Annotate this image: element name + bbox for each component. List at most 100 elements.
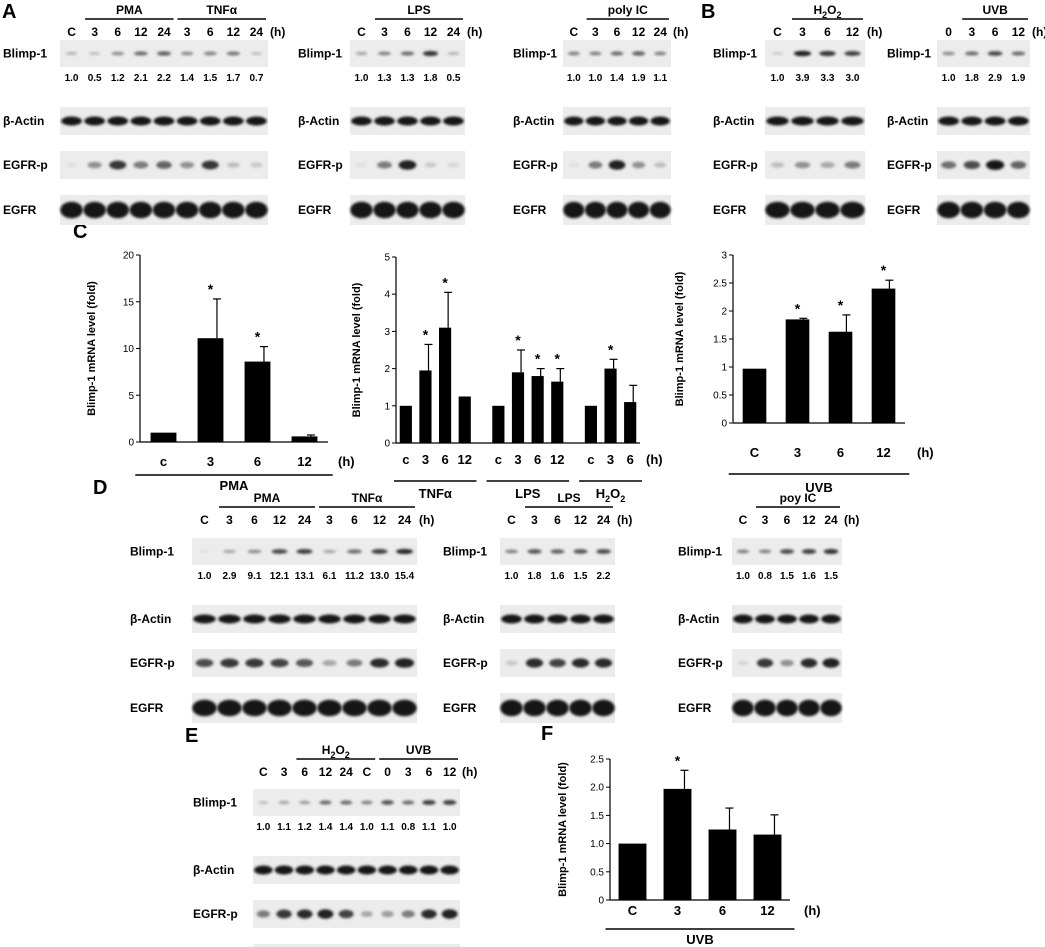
- bar: [708, 829, 737, 900]
- bar: [399, 405, 412, 443]
- blot-row-egfrp: EGFR-p: [443, 649, 615, 677]
- blot-band: [632, 51, 646, 56]
- lane-label: C: [67, 25, 76, 39]
- blot-row-blimp: Blimp-1 1.0 1.1 1.2 1.4 1.4 1.0 1.1 0.8 1.1 1.0: [193, 789, 460, 833]
- blot-band: [765, 201, 790, 219]
- blot-band: [593, 614, 614, 624]
- lane-label: 24: [398, 513, 412, 527]
- group-label: LPS: [486, 480, 570, 501]
- blot-band: [649, 201, 671, 219]
- blot-band: [607, 116, 627, 126]
- quantification-value: 0.8: [401, 822, 415, 833]
- blot-band: [754, 699, 776, 717]
- quantification-value: 1.0: [443, 822, 457, 833]
- blot-row-egfrp: EGFR-p: [713, 151, 865, 179]
- quantification-value: 2.9: [988, 73, 1002, 84]
- blot-row-egfr: EGFR: [887, 195, 1030, 225]
- significance-star: *: [208, 281, 214, 297]
- blot-band: [563, 201, 585, 219]
- bar: [291, 436, 318, 442]
- blot-row-egfr: EGFR: [130, 693, 417, 723]
- blot-band: [371, 549, 388, 554]
- blot-row-blimp: Blimp-1 1.0 0.5 1.2 2.1 2.2 1.4 1.5 1.7 0.7: [3, 40, 268, 84]
- lane-label: C: [200, 513, 209, 527]
- blot-band: [628, 116, 649, 126]
- hours-unit: (h): [467, 25, 482, 39]
- bar: [531, 376, 544, 443]
- treatment-group: poly IC: [586, 3, 669, 20]
- lane-label: 24: [298, 513, 312, 527]
- protein-label: Blimp-1: [678, 545, 722, 559]
- blot-band: [267, 699, 292, 717]
- blot-band: [547, 614, 568, 624]
- blot-band: [632, 161, 646, 169]
- blot-band: [198, 550, 211, 553]
- panel-letter-c: C: [73, 221, 87, 243]
- lane-label: 24: [597, 513, 611, 527]
- blot-band: [501, 614, 522, 624]
- blot-band: [60, 201, 83, 219]
- hours-unit: (h): [804, 903, 821, 918]
- lane-label: 3: [326, 513, 333, 527]
- y-axis-label: Blimp-1 mRNA level (fold): [557, 762, 569, 897]
- treatment-label: poly IC: [608, 3, 648, 17]
- quantification-value: 2.2: [597, 571, 611, 582]
- blot-band: [61, 116, 82, 126]
- protein-label: EGFR: [130, 701, 164, 715]
- treatment-label: PMA: [116, 3, 143, 17]
- lane-label: C: [363, 765, 372, 779]
- y-tick-label: 2: [384, 364, 390, 375]
- blot-band: [1007, 116, 1029, 126]
- hours-unit: (h): [917, 445, 934, 460]
- blot-band: [442, 800, 457, 805]
- y-tick-label: 3: [721, 251, 727, 262]
- quantification-value: 1.1: [653, 73, 667, 84]
- blot-band: [419, 865, 439, 875]
- blot-band: [293, 614, 316, 624]
- blot-band: [564, 116, 584, 126]
- quantification-value: 11.2: [345, 571, 364, 582]
- blot-band: [350, 201, 373, 219]
- blot-band: [295, 865, 315, 875]
- quantification-value: 0.5: [447, 73, 461, 84]
- quantification-value: 9.1: [248, 571, 262, 582]
- hours-unit: (h): [419, 513, 434, 527]
- quantification-value: 15.4: [395, 571, 415, 582]
- lane-label: 24: [654, 25, 668, 39]
- lane-label: 12: [443, 765, 457, 779]
- blot-band: [790, 201, 815, 219]
- blot-band: [1006, 201, 1030, 219]
- blot-band: [608, 160, 626, 170]
- blot-band: [250, 162, 263, 168]
- blot-band: [296, 549, 313, 554]
- blot-band: [374, 116, 395, 126]
- quantification-value: 1.2: [298, 822, 312, 833]
- blot-band: [527, 549, 542, 554]
- blot-band: [794, 161, 811, 169]
- blot-band: [584, 201, 606, 219]
- blot-band: [524, 614, 545, 624]
- blot-band: [654, 51, 667, 56]
- blot-band: [505, 660, 518, 666]
- group-label: UVB: [728, 473, 910, 495]
- blot-band: [199, 116, 221, 126]
- y-tick-label: 0.5: [713, 391, 727, 402]
- bar: [663, 788, 692, 900]
- lane-label: 6: [301, 765, 308, 779]
- hours-unit: (h): [673, 25, 688, 39]
- lane-label: C: [507, 513, 516, 527]
- blot-band: [256, 910, 270, 918]
- lane-label: 6: [114, 25, 121, 39]
- blot-band: [87, 161, 102, 169]
- bar: [584, 405, 597, 443]
- blot-band: [821, 614, 841, 624]
- blot-row-actin: β-Actin: [298, 107, 465, 135]
- blot-band: [274, 865, 294, 875]
- blot-band: [820, 162, 835, 168]
- hours-unit: (h): [1032, 25, 1045, 39]
- blot-band: [984, 116, 1006, 126]
- y-tick-label: 2.5: [590, 755, 604, 766]
- blot-band: [340, 800, 353, 805]
- y-tick-label: 1: [384, 401, 390, 412]
- lane-label: 12: [319, 765, 333, 779]
